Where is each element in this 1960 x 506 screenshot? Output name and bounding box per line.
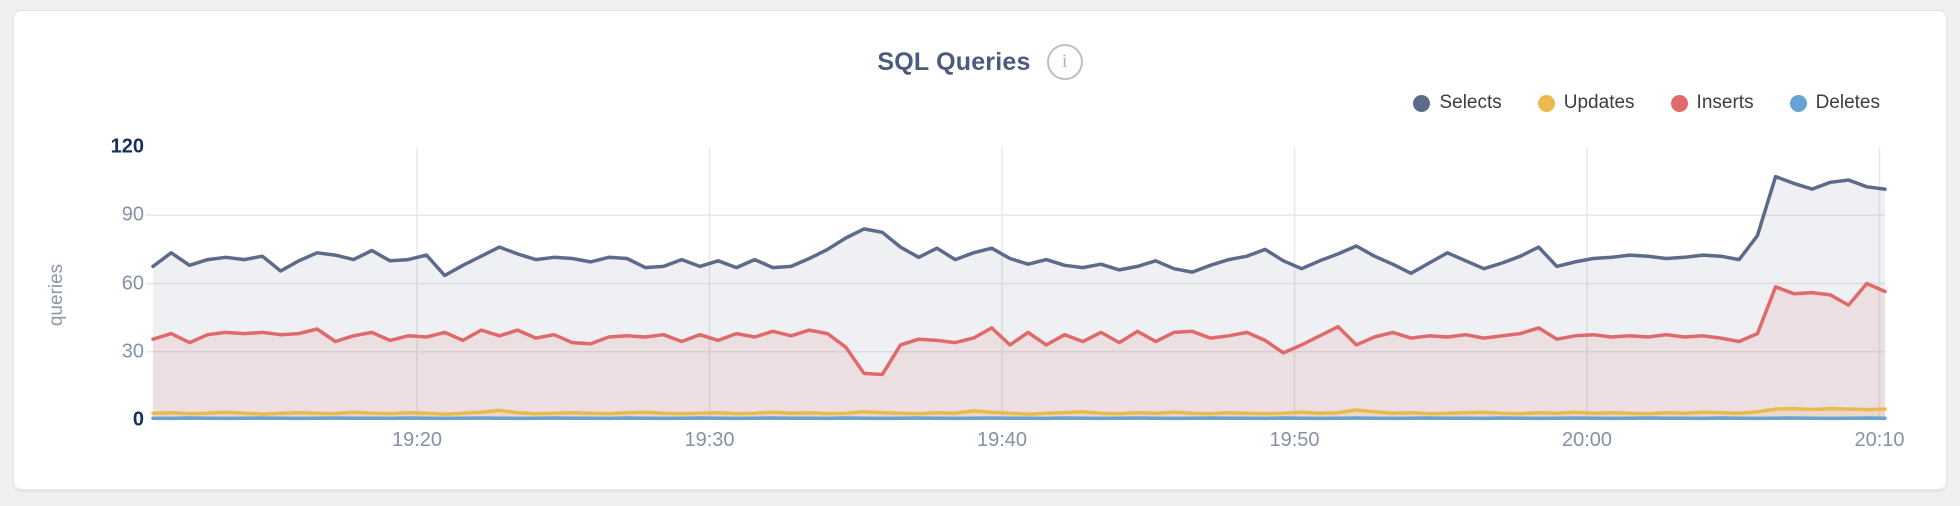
legend-dot-icon: [1413, 94, 1431, 112]
legend-dot-icon: [1537, 94, 1555, 112]
legend-dot-icon: [1670, 94, 1688, 112]
legend-item-selects[interactable]: Selects: [1413, 92, 1502, 114]
y-tick-label: 60: [121, 272, 144, 294]
legend: Selects Updates Inserts Deletes: [1413, 92, 1880, 114]
info-icon-glyph: i: [1061, 51, 1068, 72]
chart-header: SQL Queries i: [0, 44, 1960, 80]
x-tick-label: 20:00: [1561, 429, 1613, 451]
legend-label: Selects: [1439, 92, 1502, 113]
x-tick-label: 19:30: [684, 429, 735, 451]
legend-item-updates[interactable]: Updates: [1537, 92, 1635, 114]
legend-item-deletes[interactable]: Deletes: [1789, 92, 1880, 114]
info-icon[interactable]: i: [1046, 44, 1083, 80]
y-tick-label: 120: [110, 135, 144, 158]
chart-plot-area[interactable]: [153, 147, 1885, 420]
chart-title: SQL Queries: [877, 47, 1031, 76]
y-tick-label: 30: [121, 340, 144, 363]
legend-label: Deletes: [1815, 92, 1880, 113]
x-tick-label: 20:10: [1854, 429, 1905, 451]
legend-label: Updates: [1563, 92, 1635, 113]
x-tick-label: 19:20: [391, 429, 443, 451]
legend-dot-icon: [1789, 94, 1807, 112]
y-tick-label: 90: [121, 203, 144, 226]
legend-label: Inserts: [1696, 92, 1754, 113]
x-tick-label: 19:50: [1269, 429, 1320, 451]
y-tick-label: 0: [132, 408, 144, 431]
x-tick-label: 19:40: [976, 429, 1028, 451]
legend-item-inserts[interactable]: Inserts: [1670, 92, 1754, 114]
